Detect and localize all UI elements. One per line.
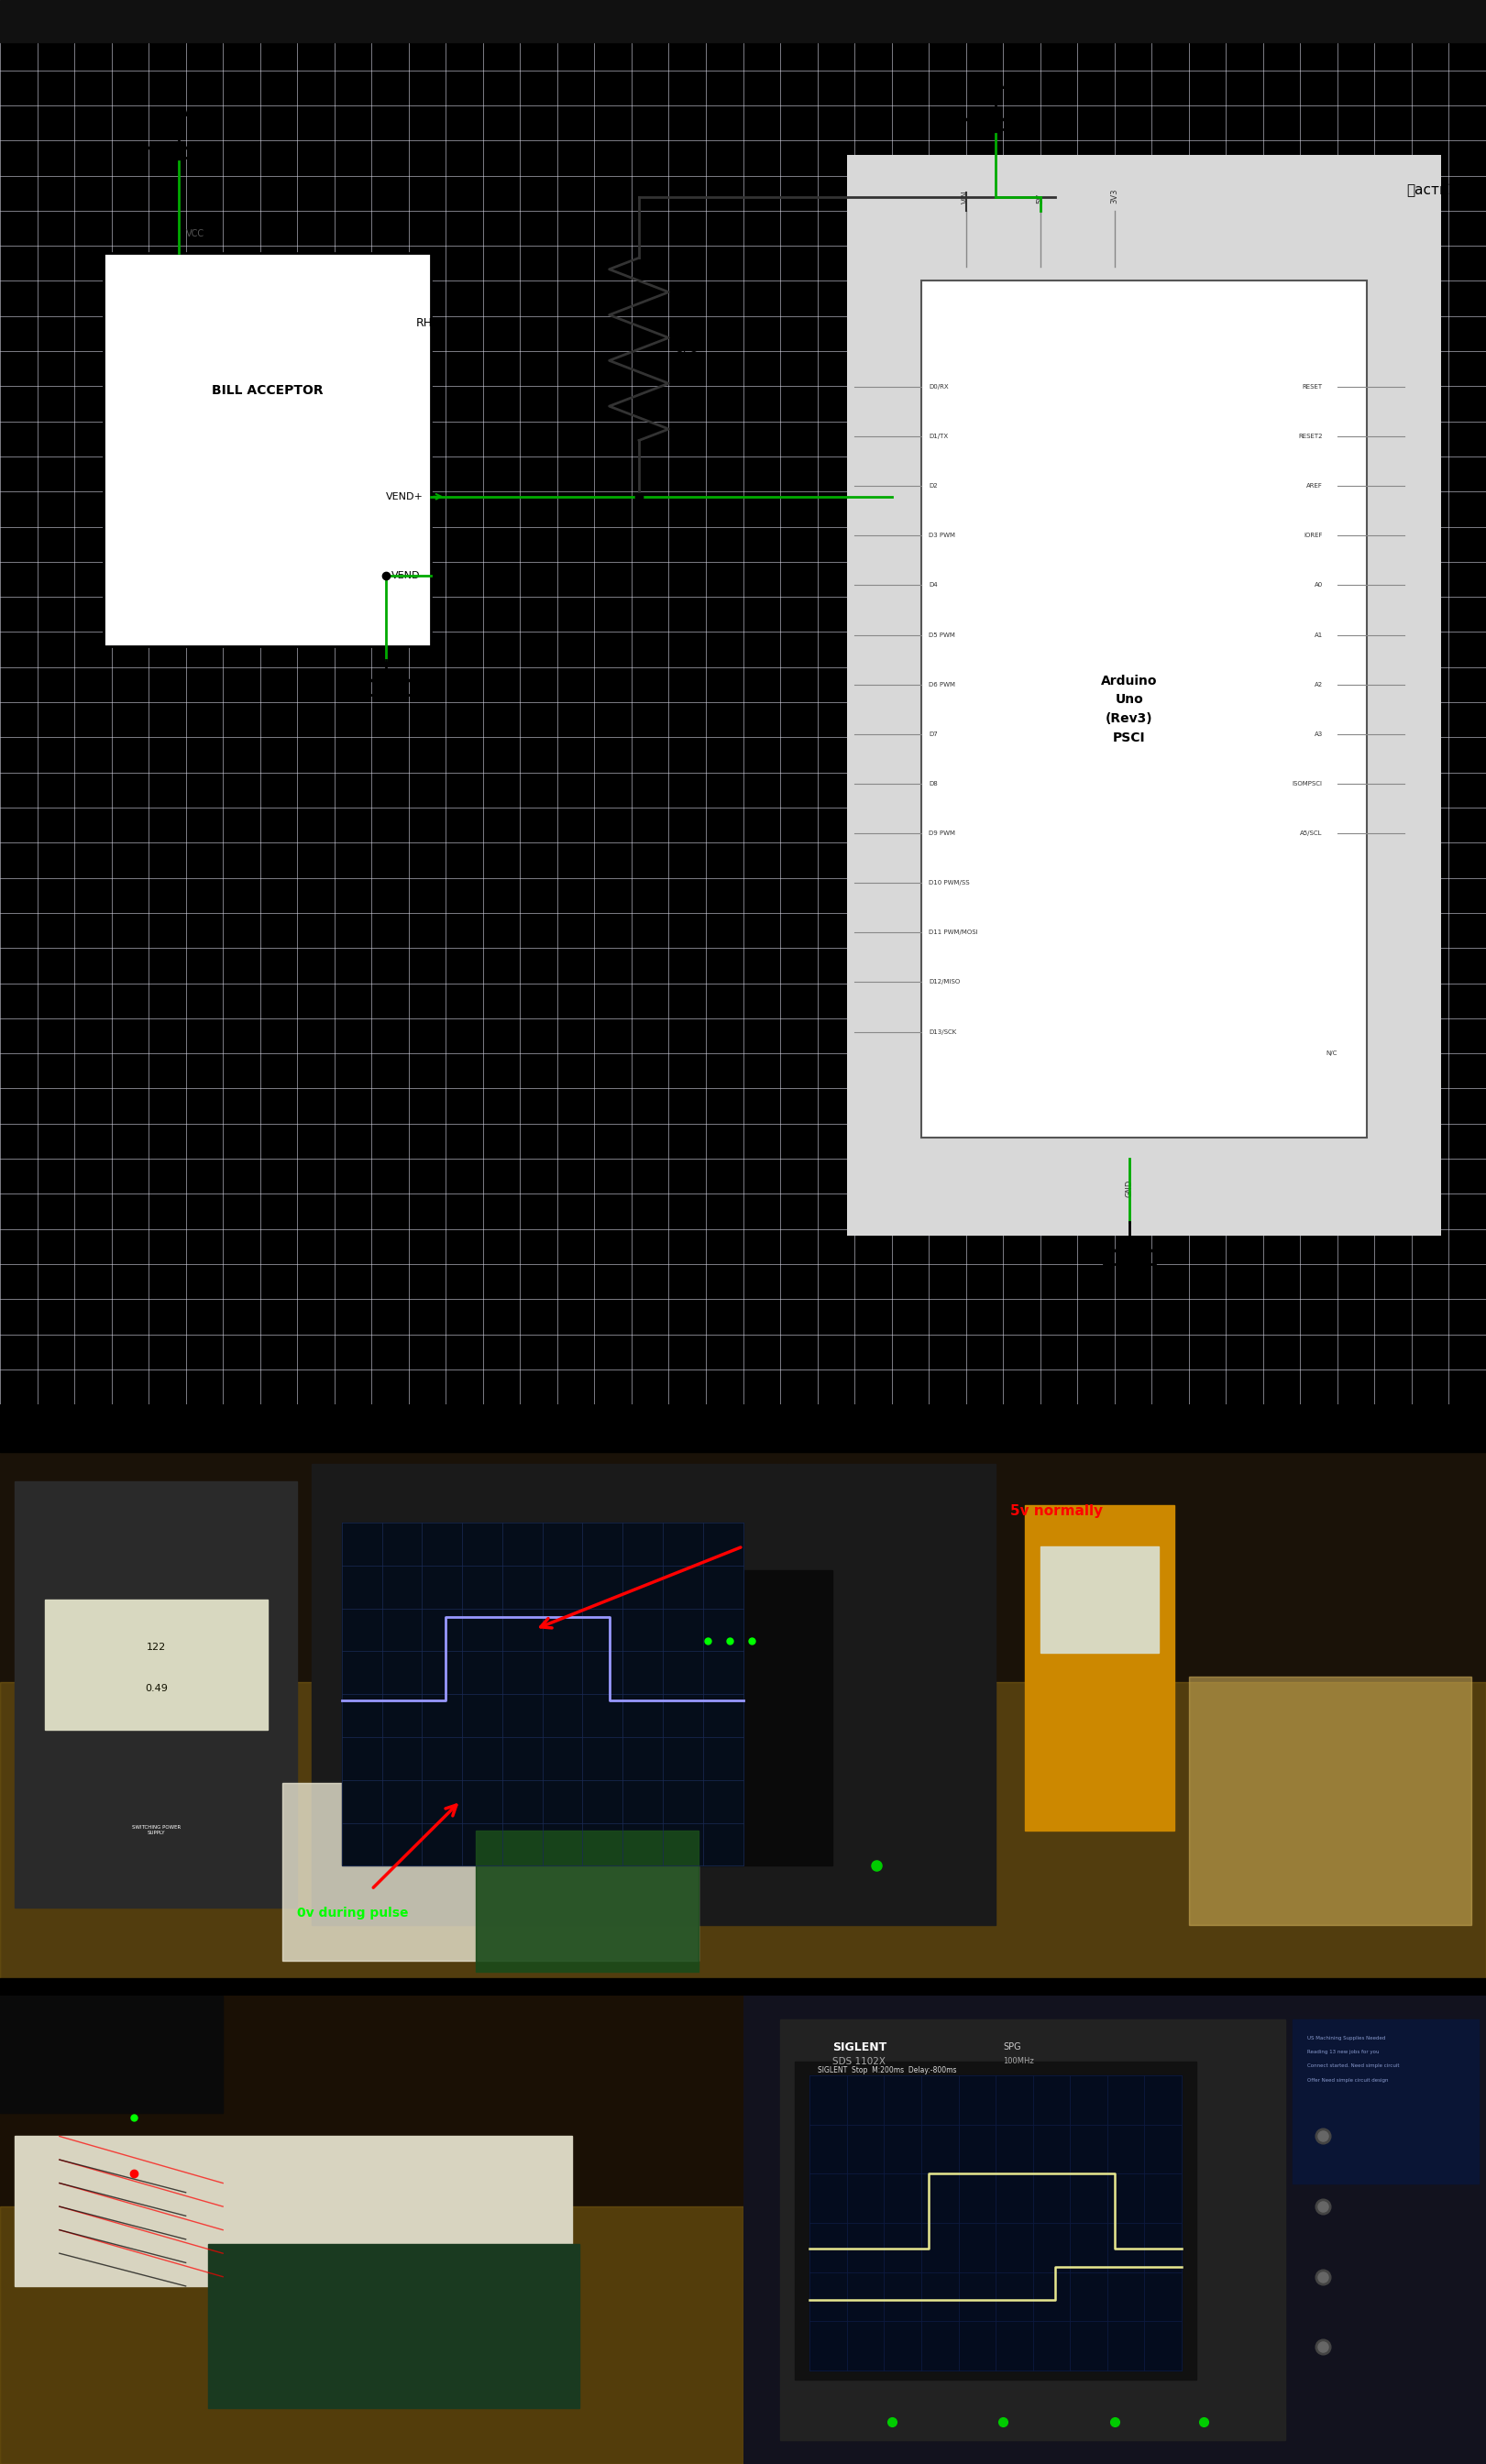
Bar	[847, 155, 1441, 1237]
Text: SIGLENT: SIGLENT	[832, 2040, 887, 2053]
Text: R1
3kΩ: R1 3kΩ	[676, 335, 698, 362]
Text: 5V: 5V	[1036, 195, 1045, 205]
Text: Reading 13 new jobs for you: Reading 13 new jobs for you	[1308, 2050, 1379, 2055]
Text: D11 PWM/MOSI: D11 PWM/MOSI	[929, 929, 978, 936]
Bar	[788, 1464, 996, 1924]
Text: SIGLENT  Stop  M:200ms  Delay:-800ms: SIGLENT Stop M:200ms Delay:-800ms	[817, 2067, 955, 2075]
Text: RHT1: RHT1	[416, 318, 447, 330]
Text: 12V: 12V	[984, 79, 1008, 91]
Bar	[208, 2245, 580, 2407]
Bar	[1189, 1676, 1471, 1924]
Text: D3 PWM: D3 PWM	[929, 532, 955, 537]
Text: AREF: AREF	[1306, 483, 1323, 488]
Text: D6 PWM: D6 PWM	[929, 683, 955, 687]
Text: SPG: SPG	[1003, 2043, 1021, 2053]
Text: SWITCHING POWER
SUPPLY: SWITCHING POWER SUPPLY	[132, 1826, 180, 1836]
Bar	[1293, 2020, 1479, 2183]
Text: D9 PWM: D9 PWM	[929, 830, 955, 835]
Text: A1: A1	[1314, 633, 1323, 638]
Bar	[45, 1599, 267, 1730]
Text: RESET: RESET	[1302, 384, 1323, 389]
Bar	[795, 2062, 1196, 2380]
Text: GND: GND	[1125, 1180, 1134, 1198]
Text: US Machining Supplies Needed: US Machining Supplies Needed	[1308, 2035, 1386, 2040]
Bar	[0, 1404, 1486, 1451]
Bar	[684, 1570, 832, 1865]
Text: D1/TX: D1/TX	[929, 434, 948, 439]
Text: A3: A3	[1314, 732, 1323, 737]
Text: 0.49: 0.49	[144, 1683, 168, 1693]
Text: 3V3: 3V3	[1110, 190, 1119, 205]
Text: D12/MISO: D12/MISO	[929, 981, 960, 986]
Bar	[0, 1979, 1486, 1996]
Bar	[0, 0, 1486, 42]
Bar	[810, 2075, 1181, 2370]
Text: VEND-: VEND-	[391, 572, 424, 579]
Text: A0: A0	[1314, 582, 1323, 589]
Text: BILL ACCEPTOR: BILL ACCEPTOR	[211, 384, 324, 397]
Text: SDS 1102X: SDS 1102X	[832, 2057, 886, 2065]
Text: 5v normally: 5v normally	[1010, 1503, 1103, 1518]
Bar	[0, 1996, 223, 2114]
Bar	[1040, 1547, 1159, 1653]
Text: A2: A2	[1314, 683, 1323, 687]
Bar	[921, 281, 1367, 1138]
Text: D8: D8	[929, 781, 938, 786]
Text: ISOMPSCI: ISOMPSCI	[1293, 781, 1323, 786]
Text: 0v during pulse: 0v during pulse	[297, 1907, 409, 1919]
Bar	[0, 1683, 1486, 1979]
Bar	[312, 1464, 788, 1924]
Bar	[342, 1523, 743, 1865]
Text: D0/RX: D0/RX	[929, 384, 948, 389]
Bar	[15, 2136, 572, 2287]
Text: N/C: N/C	[1326, 1050, 1337, 1057]
Bar	[282, 1784, 698, 1961]
Text: Connect started. Need simple circuit: Connect started. Need simple circuit	[1308, 2065, 1400, 2067]
Text: IOREF: IOREF	[1303, 532, 1323, 537]
Bar	[1025, 1506, 1174, 1831]
Text: VCC: VCC	[186, 229, 204, 239]
Bar	[780, 2020, 1285, 2439]
Text: D5 PWM: D5 PWM	[929, 633, 955, 638]
Text: D10 PWM/SS: D10 PWM/SS	[929, 880, 970, 885]
Text: Arduino
Uno
(Rev3)
PSCI: Arduino Uno (Rev3) PSCI	[1101, 675, 1158, 744]
Text: D4: D4	[929, 582, 938, 589]
Bar	[476, 1831, 698, 1971]
Text: D7: D7	[929, 732, 938, 737]
Text: RESET2: RESET2	[1299, 434, 1323, 439]
Text: 䉾асть1: 䉾асть1	[1406, 182, 1456, 197]
Text: D13/SCK: D13/SCK	[929, 1030, 957, 1035]
Bar	[104, 254, 431, 646]
Text: A5/SCL: A5/SCL	[1300, 830, 1323, 835]
Text: VIN: VIN	[961, 190, 970, 205]
Text: 122: 122	[146, 1643, 166, 1651]
Text: VEND+: VEND+	[386, 493, 424, 500]
Text: Offer Need simple circuit design: Offer Need simple circuit design	[1308, 2077, 1389, 2082]
Text: 12V: 12V	[166, 108, 190, 118]
Bar	[15, 1481, 297, 1907]
Text: 100MHz: 100MHz	[1003, 2057, 1034, 2065]
Text: D2: D2	[929, 483, 938, 488]
Bar	[0, 2208, 743, 2464]
